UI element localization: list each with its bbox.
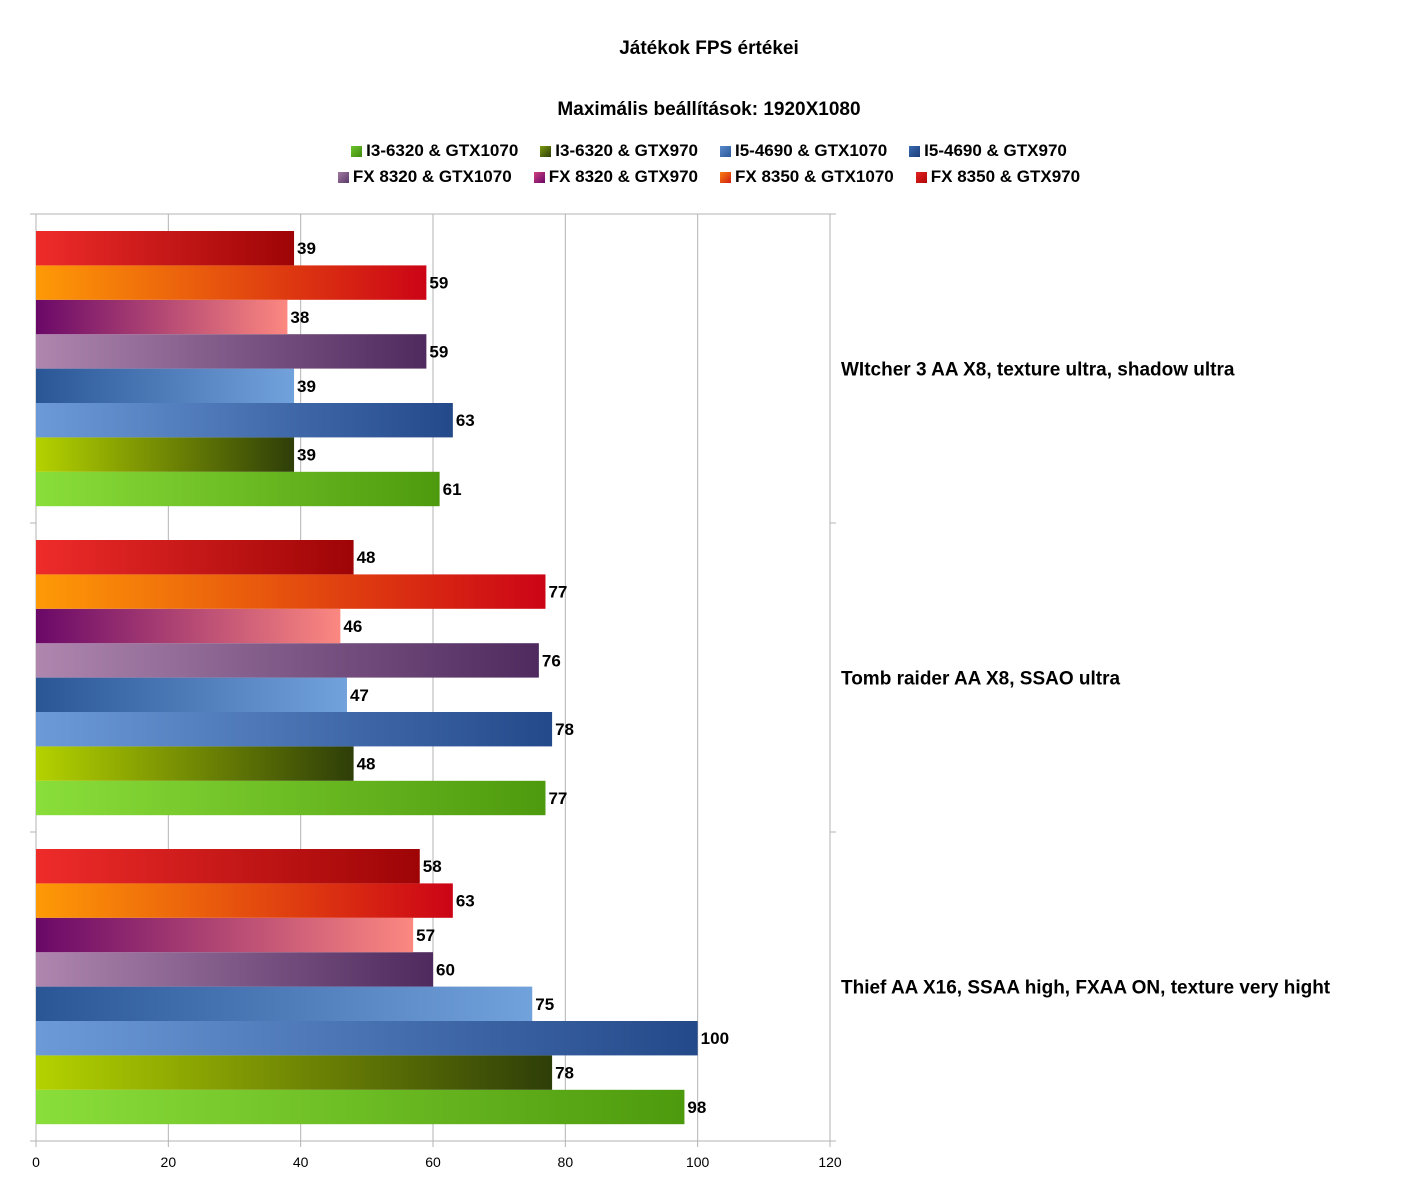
data-label: 47 (350, 686, 369, 705)
data-label: 39 (297, 377, 316, 396)
category-label: Thief AA X16, SSAA high, FXAA ON, textur… (841, 978, 1331, 999)
legend-item: I3-6320 & GTX1070 (351, 141, 518, 161)
data-label: 61 (443, 480, 462, 499)
bar (36, 334, 427, 369)
legend-swatch (909, 145, 921, 157)
bar (36, 712, 553, 747)
bar (36, 780, 546, 816)
legend-label: FX 8320 & GTX1070 (352, 167, 512, 186)
legend-item: FX 8320 & GTX1070 (337, 167, 512, 187)
data-label: 39 (297, 239, 316, 258)
data-label: 100 (701, 1029, 729, 1048)
bar (36, 368, 295, 403)
chart-subtitle: Maximális beállítások: 1920X1080 (557, 99, 861, 120)
chart-title: Játékok FPS értékei (619, 38, 799, 59)
legend-swatch (337, 171, 349, 183)
chart-legend: I3-6320 & GTX1070 I3-6320 & GTX970 I5-4690… (0, 141, 1410, 187)
data-label: 59 (429, 274, 448, 293)
bar (36, 403, 453, 438)
legend-item: FX 8350 & GTX1070 (720, 167, 894, 187)
legend-swatch (351, 145, 363, 157)
data-label: 58 (423, 857, 442, 876)
data-label: 78 (555, 1064, 574, 1083)
legend-label: FX 8350 & GTX970 (930, 167, 1081, 186)
data-label: 75 (535, 995, 554, 1014)
x-tick-label: 120 (818, 1154, 842, 1170)
x-tick-label: 100 (686, 1154, 710, 1170)
x-tick-label: 0 (32, 1154, 40, 1170)
bar (36, 265, 427, 300)
bar (36, 643, 539, 678)
bar (36, 574, 546, 609)
legend-item: FX 8320 & GTX970 (533, 167, 698, 187)
legend-label: FX 8350 & GTX1070 (735, 167, 894, 186)
bar (36, 299, 288, 335)
legend-row: FX 8320 & GTX1070 FX 8320 & GTX970 FX 8350… (337, 167, 1081, 187)
legend-item: I5-4690 & GTX970 (909, 141, 1067, 161)
legend-label: FX 8320 & GTX970 (548, 167, 698, 186)
legend-item: I3-6320 & GTX970 (540, 141, 698, 161)
bar (36, 849, 420, 884)
legend-swatch (720, 171, 731, 183)
x-tick-label: 20 (161, 1154, 177, 1170)
legend-swatch (915, 171, 927, 183)
bar (36, 1089, 685, 1125)
data-label: 78 (555, 720, 574, 739)
data-label: 38 (290, 308, 309, 327)
bar (36, 883, 453, 918)
bar (36, 1021, 698, 1056)
x-tick-label: 40 (293, 1154, 309, 1170)
data-label: 98 (687, 1098, 706, 1117)
bar (36, 471, 440, 507)
legend-label: I3-6320 & GTX970 (555, 141, 698, 160)
legend-swatch (533, 171, 545, 183)
x-tick-label: 80 (558, 1154, 574, 1170)
legend-swatch (540, 145, 552, 157)
data-label: 39 (297, 446, 316, 465)
bar (36, 608, 341, 644)
data-label: 59 (429, 342, 448, 361)
category-label: WItcher 3 AA X8, texture ultra, shadow u… (841, 360, 1235, 381)
data-label: 46 (343, 617, 362, 636)
bar (36, 952, 433, 987)
legend-label: I3-6320 & GTX1070 (366, 141, 519, 160)
legend-row: I3-6320 & GTX1070 I3-6320 & GTX970 I5-4690… (351, 141, 1067, 161)
x-tick-label: 60 (425, 1154, 441, 1170)
bar (36, 917, 414, 953)
legend-label: I5-4690 & GTX970 (924, 141, 1067, 160)
legend-swatch (720, 145, 731, 157)
data-label: 77 (548, 583, 567, 602)
data-label: 63 (456, 411, 475, 430)
data-label: 76 (542, 651, 561, 670)
bar (36, 746, 354, 781)
legend-label: I5-4690 & GTX1070 (735, 141, 888, 160)
data-label: 48 (357, 755, 376, 774)
bar (36, 1055, 553, 1090)
data-label: 63 (456, 892, 475, 911)
data-label: 57 (416, 926, 435, 945)
legend-item: FX 8350 & GTX970 (915, 167, 1081, 187)
bar (36, 540, 354, 575)
data-label: 48 (357, 548, 376, 567)
legend-item: I5-4690 & GTX1070 (720, 141, 887, 161)
bar (36, 986, 533, 1021)
bar (36, 677, 347, 712)
bar (36, 231, 295, 266)
category-label: Tomb raider AA X8, SSAO ultra (841, 669, 1121, 690)
data-label: 77 (548, 789, 567, 808)
data-label: 60 (436, 960, 455, 979)
bar (36, 437, 295, 472)
